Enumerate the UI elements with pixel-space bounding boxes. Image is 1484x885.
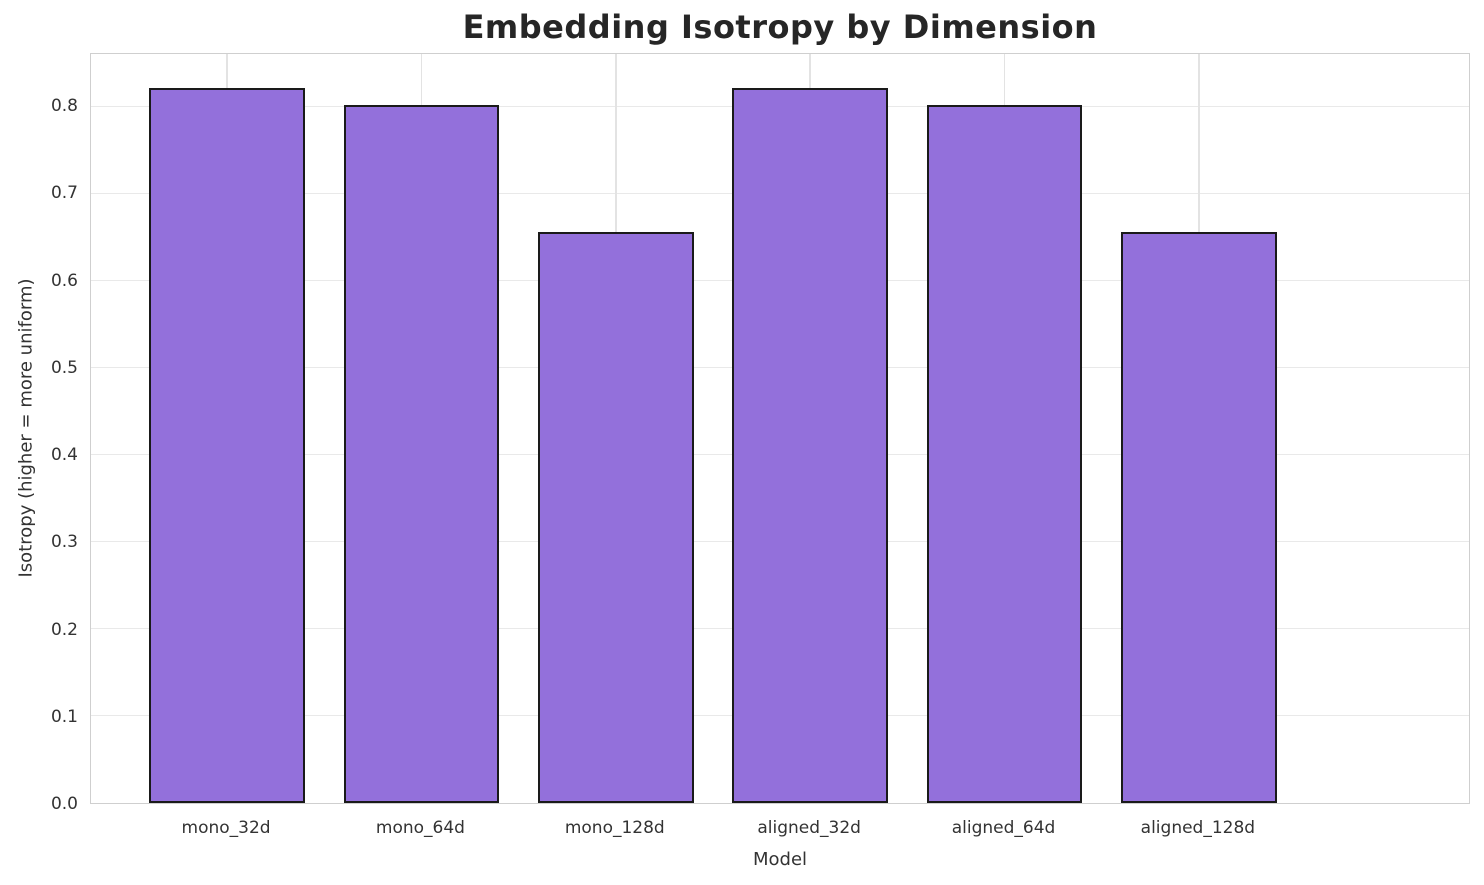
bar-mono_128d — [538, 231, 694, 803]
x-tick-label-mono_32d: mono_32d — [181, 818, 271, 838]
chart-title: Embedding Isotropy by Dimension — [462, 8, 1098, 46]
y-tick-label: 0.0 — [50, 794, 78, 814]
y-tick-label: 0.8 — [50, 96, 78, 117]
x-axis-label: Model — [752, 849, 808, 870]
y-tick-label: 0.4 — [50, 445, 78, 466]
bar-aligned_32d — [732, 87, 888, 803]
x-tick-label-mono_128d: mono_128d — [564, 818, 665, 838]
bar-mono_32d — [149, 87, 305, 803]
y-tick-label: 0.3 — [50, 532, 78, 553]
x-tick-label-aligned_128d: aligned_128d — [1140, 818, 1256, 838]
y-tick-label: 0.2 — [50, 619, 78, 640]
bar-aligned_64d — [926, 105, 1083, 803]
x-tick-label-mono_64d: mono_64d — [375, 818, 465, 838]
x-tick-label-aligned_64d: aligned_64d — [951, 818, 1056, 838]
y-tick-label: 0.1 — [50, 706, 78, 727]
y-tick-label: 0.7 — [50, 183, 78, 204]
y-tick-label: 0.6 — [50, 270, 78, 291]
bar-mono_64d — [343, 105, 500, 803]
x-tick-label-aligned_32d: aligned_32d — [757, 818, 861, 838]
bar-aligned_128d — [1121, 231, 1277, 803]
plot-area — [90, 53, 1470, 804]
y-tick-label: 0.5 — [50, 357, 78, 378]
